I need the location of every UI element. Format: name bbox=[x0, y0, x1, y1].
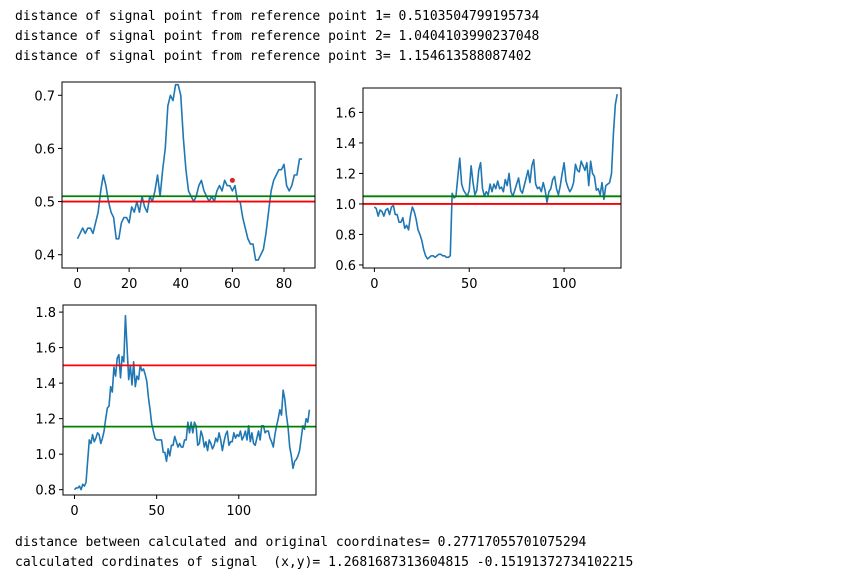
y-tick-label: 0.6 bbox=[34, 142, 55, 157]
x-tick-label: 100 bbox=[552, 277, 577, 292]
x-tick-label: 0 bbox=[370, 277, 378, 292]
signal-point-marker bbox=[229, 177, 235, 183]
subplot-2: 0 50 100 0.6 0.8 1.0 1.2 1.4 1.6 bbox=[335, 87, 622, 292]
axes-frame bbox=[61, 81, 316, 269]
y-tick-label: 1.6 bbox=[335, 106, 356, 121]
y-tick-label: 1.2 bbox=[335, 167, 356, 182]
y-tick-label: 1.4 bbox=[35, 377, 56, 392]
axes-frame bbox=[62, 304, 317, 496]
y-tick-label: 0.6 bbox=[335, 259, 356, 274]
x-tick-label: 0 bbox=[70, 504, 78, 519]
x-tick-label: 0 bbox=[73, 277, 81, 292]
subplot-3: 0 50 100 0.8 1.0 1.2 1.4 1.6 1.8 bbox=[35, 304, 317, 519]
x-tick-label: 40 bbox=[172, 277, 189, 292]
x-tick-label: 80 bbox=[276, 277, 293, 292]
y-tick-label: 0.7 bbox=[34, 89, 55, 104]
axes-frame bbox=[362, 87, 622, 269]
y-tick-label: 0.8 bbox=[335, 228, 356, 243]
y-tick-label: 1.2 bbox=[35, 413, 56, 428]
x-tick-label: 20 bbox=[121, 277, 138, 292]
plot-data bbox=[363, 93, 621, 260]
y-tick-label: 0.5 bbox=[34, 196, 55, 211]
signal-series-line bbox=[373, 93, 618, 260]
output-line-calculated-coordinates: calculated cordinates of signal (x,y)= 1… bbox=[15, 555, 634, 570]
signal-series-line bbox=[76, 83, 303, 261]
y-tick-label: 1.0 bbox=[35, 448, 56, 463]
x-tick-label: 50 bbox=[148, 504, 165, 519]
y-tick-label: 1.6 bbox=[35, 342, 56, 357]
plot-data bbox=[63, 314, 316, 491]
x-tick-label: 50 bbox=[461, 277, 478, 292]
output-line-coordinate-error: distance between calculated and original… bbox=[15, 535, 587, 550]
output-line-distance-ref-2: distance of signal point from reference … bbox=[15, 29, 540, 44]
output-line-distance-ref-3: distance of signal point from reference … bbox=[15, 49, 532, 64]
plot-area bbox=[363, 88, 621, 268]
y-tick-label: 1.8 bbox=[35, 306, 56, 321]
y-tick-label: 0.8 bbox=[35, 484, 56, 499]
x-tick-label: 60 bbox=[224, 277, 241, 292]
plot-area bbox=[62, 82, 315, 268]
subplot-1: 0 20 40 60 80 0.4 0.5 0.6 0.7 bbox=[34, 81, 316, 292]
y-tick-label: 1.0 bbox=[335, 198, 356, 213]
plot-data bbox=[62, 83, 315, 261]
output-line-distance-ref-1: distance of signal point from reference … bbox=[15, 9, 540, 24]
y-tick-label: 0.4 bbox=[34, 249, 55, 264]
y-tick-label: 1.4 bbox=[335, 137, 356, 152]
plot-area bbox=[63, 305, 316, 495]
x-tick-label: 100 bbox=[226, 504, 251, 519]
